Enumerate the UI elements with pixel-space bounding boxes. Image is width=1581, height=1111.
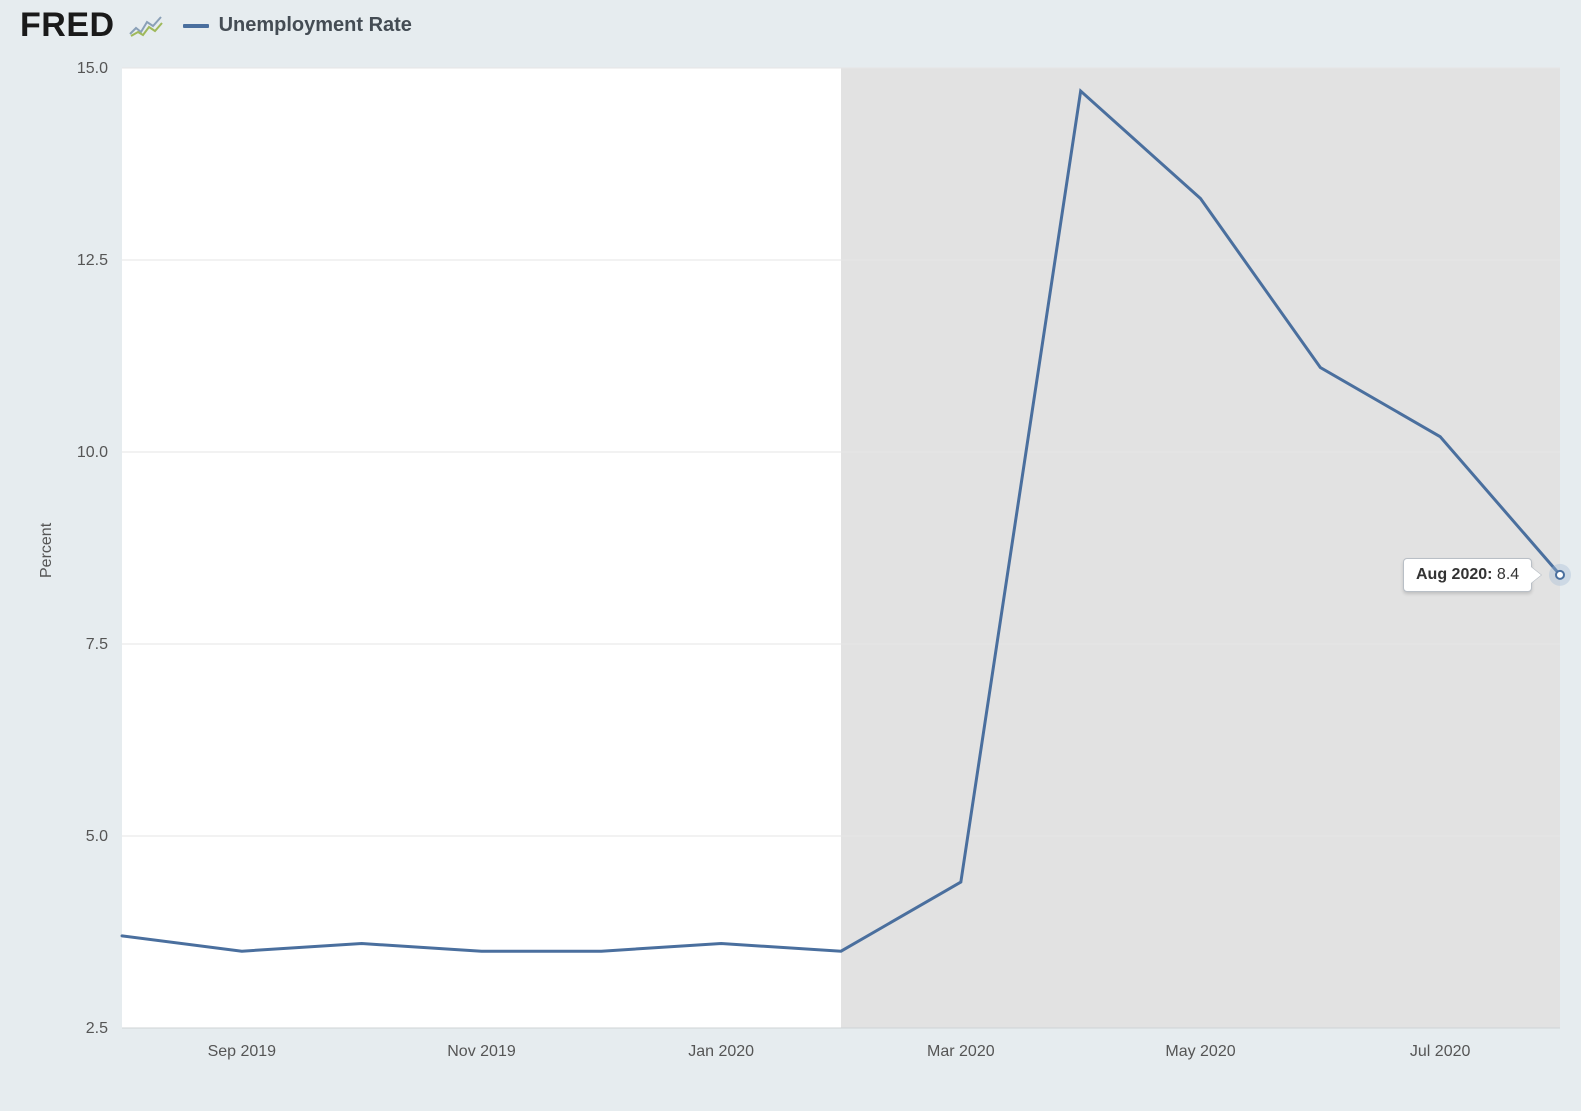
svg-text:Nov 2019: Nov 2019 <box>447 1043 516 1060</box>
tooltip-label: Aug 2020: <box>1416 566 1492 583</box>
svg-text:15.0: 15.0 <box>77 60 108 77</box>
svg-text:Jan 2020: Jan 2020 <box>688 1043 754 1060</box>
line-chart[interactable]: 2.5 5.0 7.5 10.0 12.5 15.0 Sep 2019 Nov 2019 Jan… <box>0 0 1581 1111</box>
svg-text:10.0: 10.0 <box>77 444 108 461</box>
page-frame: FRED Unemployment Rate Percent 2.55.07.5… <box>0 0 1581 1111</box>
svg-text:Mar 2020: Mar 2020 <box>927 1043 995 1060</box>
data-tooltip: Aug 2020: 8.4 <box>1403 558 1532 592</box>
svg-text:12.5: 12.5 <box>77 252 108 269</box>
svg-text:Jul 2020: Jul 2020 <box>1410 1043 1471 1060</box>
svg-text:2.5: 2.5 <box>86 1020 108 1037</box>
svg-text:May 2020: May 2020 <box>1165 1043 1235 1060</box>
svg-text:7.5: 7.5 <box>86 636 108 653</box>
svg-text:Sep 2019: Sep 2019 <box>208 1043 277 1060</box>
svg-text:5.0: 5.0 <box>86 828 108 845</box>
tooltip-value: 8.4 <box>1497 566 1519 583</box>
